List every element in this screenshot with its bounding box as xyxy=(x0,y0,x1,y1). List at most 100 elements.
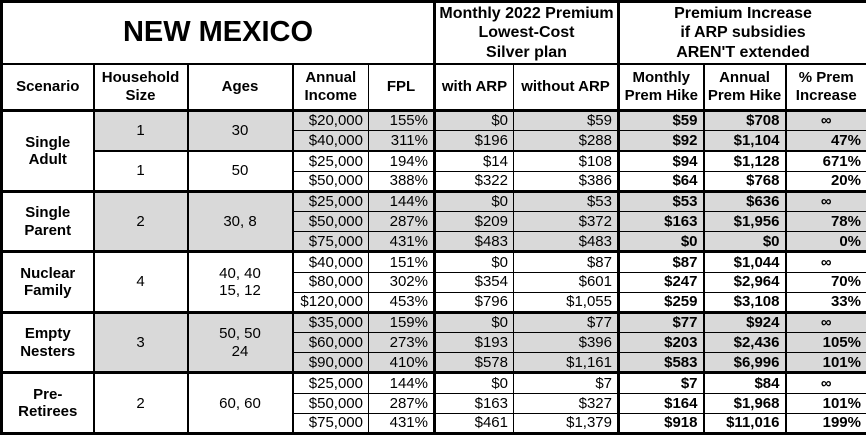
with-arp-cell: $0 xyxy=(433,108,514,132)
annual-income-cell: $40,000 xyxy=(291,130,369,152)
without-arp-cell: $386 xyxy=(513,170,619,192)
table-row: Single Parent 2 30, 8 $25,000 144% $0 $53 $53 $6… xyxy=(1,189,866,253)
fpl-cell: 410% xyxy=(368,352,435,374)
with-arp-cell: $0 xyxy=(433,371,514,394)
fpl-cell: 302% xyxy=(368,271,435,293)
annual-hike-cell: $1,104 xyxy=(702,130,786,152)
annual-hike-cell: $2,436 xyxy=(702,332,786,354)
monthly-hike-cell: $164 xyxy=(617,392,704,414)
monthly-hike-cell: $247 xyxy=(617,271,704,293)
state-title: NEW MEXICO xyxy=(1,1,435,65)
increase-section-header: Premium Increase if ARP subsidies AREN'T… xyxy=(617,1,866,65)
annual-income-cell: $20,000 xyxy=(291,108,369,132)
fpl-cell: 144% xyxy=(368,371,435,394)
annual-hike-cell: $1,956 xyxy=(702,210,786,233)
with-arp-cell: $0 xyxy=(433,250,514,273)
without-arp-cell: $77 xyxy=(513,310,619,334)
without-arp-cell: $483 xyxy=(513,231,619,253)
pct-increase-header: % Prem Increase xyxy=(784,63,866,111)
annual-hike-cell: $708 xyxy=(702,108,786,132)
scenario-header: Scenario xyxy=(1,63,94,111)
monthly-hike-cell: $7 xyxy=(617,371,704,394)
fpl-cell: 431% xyxy=(368,231,435,253)
annual-income-cell: $50,000 xyxy=(291,392,369,414)
annual-hike-cell: $0 xyxy=(702,231,786,253)
annual-income-cell: $50,000 xyxy=(291,170,369,192)
annual-income-cell: $35,000 xyxy=(291,310,369,334)
without-arp-cell: $372 xyxy=(513,210,619,233)
annual-income-cell: $25,000 xyxy=(291,149,369,172)
without-arp-header: without ARP xyxy=(513,63,619,111)
annual-income-cell: $25,000 xyxy=(291,371,369,394)
fpl-cell: 431% xyxy=(368,412,435,435)
column-header-row: Scenario Household Size Ages Annual Inco… xyxy=(1,63,866,111)
ages-cell: 50 xyxy=(186,149,293,192)
annual-income-cell: $50,000 xyxy=(291,210,369,233)
monthly-hike-cell: $259 xyxy=(617,291,704,313)
pct-increase-cell: 78% xyxy=(784,210,866,233)
annual-income-cell: $25,000 xyxy=(291,189,369,212)
annual-hike-cell: $84 xyxy=(702,371,786,394)
table-row: $60,000 273% $193 $396 $203 $2,436 105% xyxy=(2,332,866,354)
with-arp-cell: $0 xyxy=(433,310,514,334)
ages-cell: 50, 50 24 xyxy=(186,310,293,374)
ages-cell: 30, 8 xyxy=(186,189,293,253)
annual-income-cell: $90,000 xyxy=(291,352,369,374)
with-arp-cell: $209 xyxy=(433,210,514,233)
annual-hike-cell: $1,044 xyxy=(702,250,786,273)
monthly-hike-cell: $53 xyxy=(617,189,704,212)
fpl-cell: 159% xyxy=(368,310,435,334)
pct-increase-cell: ∞ xyxy=(784,371,866,394)
monthly-hike-cell: $77 xyxy=(617,310,704,334)
annual-hike-cell: $1,968 xyxy=(702,392,786,414)
monthly-hike-cell: $583 xyxy=(617,352,704,374)
household-size-header: Household Size xyxy=(92,63,188,111)
monthly-hike-cell: $0 xyxy=(617,231,704,253)
with-arp-cell: $578 xyxy=(433,352,514,374)
household-size-cell: 4 xyxy=(92,250,188,313)
pct-increase-cell: 199% xyxy=(784,412,866,435)
without-arp-cell: $327 xyxy=(513,392,619,414)
annual-hike-cell: $924 xyxy=(702,310,786,334)
annual-hike-cell: $2,964 xyxy=(702,271,786,293)
household-size-cell: 2 xyxy=(92,371,188,434)
without-arp-cell: $396 xyxy=(513,332,619,354)
table-row: Pre- Retirees 2 60, 60 $25,000 144% $0 $7 $7 $84… xyxy=(1,371,866,434)
with-arp-cell: $354 xyxy=(433,271,514,293)
scenario-cell: Nuclear Family xyxy=(1,250,94,313)
ages-cell: 30 xyxy=(186,108,293,152)
table-row: Single Adult 1 30 $20,000 155% $0 $59 $59 $708 ∞ xyxy=(1,108,866,192)
monthly-hike-cell: $87 xyxy=(617,250,704,273)
annual-income-cell: $75,000 xyxy=(291,412,369,435)
pct-increase-cell: 101% xyxy=(784,352,866,374)
pct-increase-cell: 0% xyxy=(784,231,866,253)
table-body: Single Adult 1 30 $20,000 155% $0 $59 $59 $708 ∞ $… xyxy=(1,108,866,435)
annual-hike-cell: $636 xyxy=(702,189,786,212)
fpl-cell: 155% xyxy=(368,108,435,132)
household-size-cell: 1 xyxy=(92,149,188,192)
table-row: $75,000 431% $483 $483 $0 $0 0% xyxy=(2,231,866,253)
with-arp-cell: $0 xyxy=(433,189,514,212)
pct-increase-cell: ∞ xyxy=(784,108,866,132)
annual-hike-cell: $6,996 xyxy=(702,352,786,374)
with-arp-cell: $193 xyxy=(433,332,514,354)
annual-income-cell: $80,000 xyxy=(291,271,369,293)
premium-section-header: Monthly 2022 Premium Lowest-Cost Silver … xyxy=(433,1,619,65)
monthly-hike-cell: $59 xyxy=(617,108,704,132)
pct-increase-cell: 105% xyxy=(784,332,866,354)
monthly-hike-cell: $203 xyxy=(617,332,704,354)
ages-header: Ages xyxy=(186,63,293,111)
with-arp-header: with ARP xyxy=(433,63,514,111)
title-row: NEW MEXICO Monthly 2022 Premium Lowest-C… xyxy=(1,1,866,65)
pct-increase-cell: 101% xyxy=(784,392,866,414)
without-arp-cell: $601 xyxy=(513,271,619,293)
table-row: $40,000 311% $196 $288 $92 $1,104 47% xyxy=(2,130,866,152)
annual-income-cell: $120,000 xyxy=(291,291,369,313)
with-arp-cell: $196 xyxy=(433,130,514,152)
annual-hike-cell: $768 xyxy=(702,170,786,192)
scenario-cell: Pre- Retirees xyxy=(1,371,94,434)
monthly-hike-cell: $163 xyxy=(617,210,704,233)
ages-cell: 60, 60 xyxy=(186,371,293,434)
